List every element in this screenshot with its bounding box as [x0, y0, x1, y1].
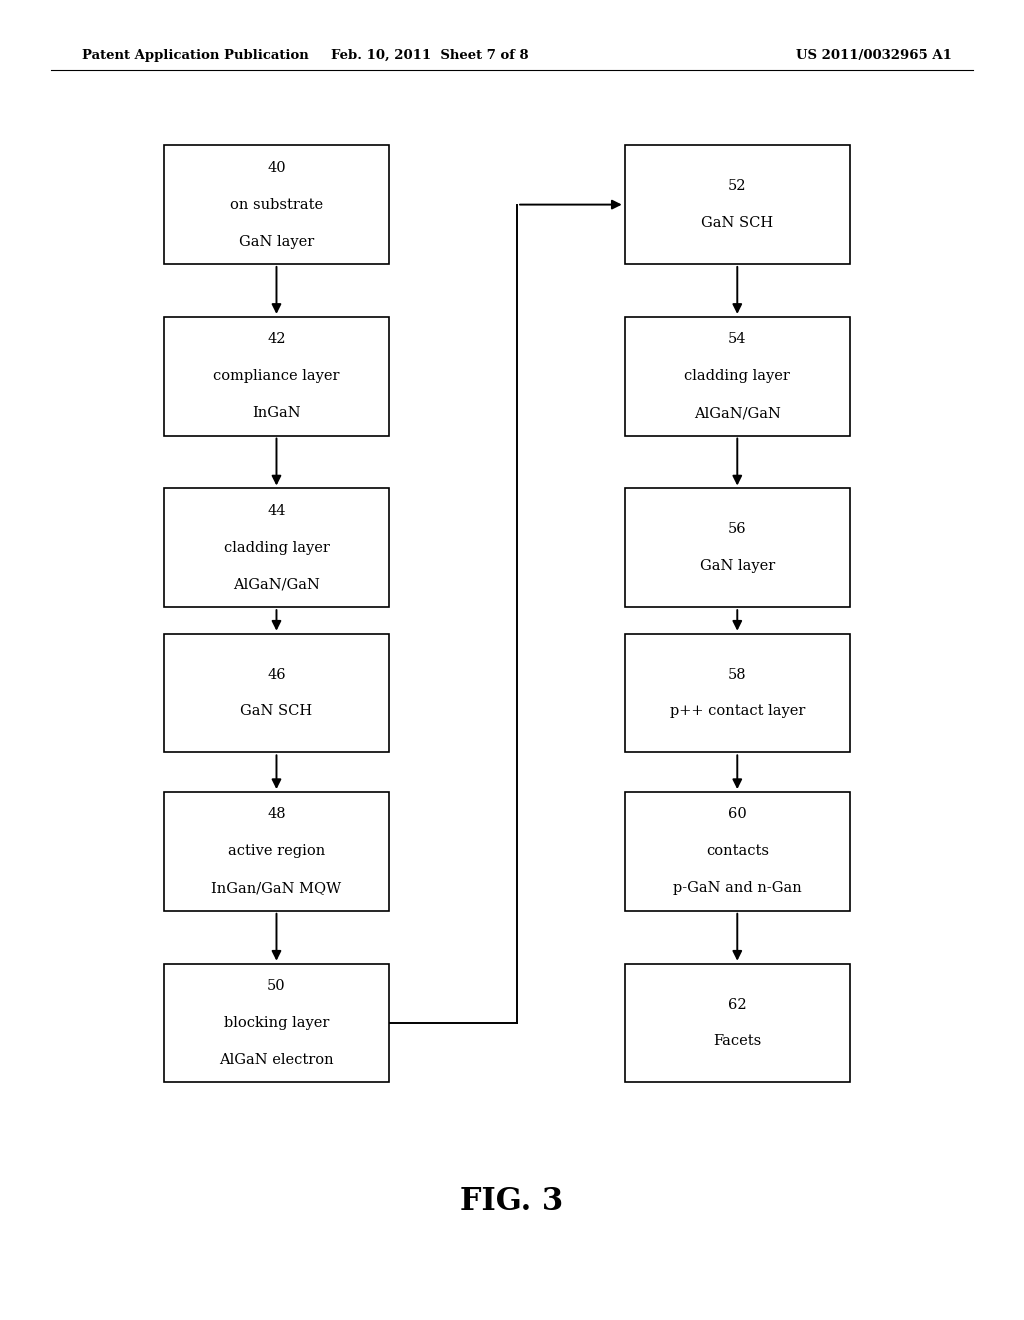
Text: 50: 50	[267, 979, 286, 993]
FancyBboxPatch shape	[625, 488, 850, 607]
Text: p-GaN and n-Gan: p-GaN and n-Gan	[673, 882, 802, 895]
Text: AlGaN electron: AlGaN electron	[219, 1053, 334, 1067]
Text: 44: 44	[267, 504, 286, 517]
FancyBboxPatch shape	[164, 964, 389, 1082]
Text: active region: active region	[228, 845, 325, 858]
Text: 62: 62	[728, 998, 746, 1011]
Text: US 2011/0032965 A1: US 2011/0032965 A1	[797, 49, 952, 62]
Text: compliance layer: compliance layer	[213, 370, 340, 383]
Text: 46: 46	[267, 668, 286, 681]
Text: InGan/GaN MQW: InGan/GaN MQW	[211, 882, 342, 895]
Text: GaN SCH: GaN SCH	[241, 705, 312, 718]
FancyBboxPatch shape	[164, 634, 389, 752]
FancyBboxPatch shape	[164, 488, 389, 607]
FancyBboxPatch shape	[625, 792, 850, 911]
Text: GaN SCH: GaN SCH	[701, 216, 773, 230]
Text: contacts: contacts	[706, 845, 769, 858]
Text: AlGaN/GaN: AlGaN/GaN	[694, 407, 780, 420]
Text: 48: 48	[267, 808, 286, 821]
Text: 56: 56	[728, 523, 746, 536]
Text: 42: 42	[267, 333, 286, 346]
Text: Facets: Facets	[713, 1035, 762, 1048]
Text: FIG. 3: FIG. 3	[461, 1185, 563, 1217]
Text: Feb. 10, 2011  Sheet 7 of 8: Feb. 10, 2011 Sheet 7 of 8	[332, 49, 528, 62]
Text: AlGaN/GaN: AlGaN/GaN	[233, 578, 319, 591]
Text: GaN layer: GaN layer	[699, 560, 775, 573]
Text: p++ contact layer: p++ contact layer	[670, 705, 805, 718]
Text: 58: 58	[728, 668, 746, 681]
Text: cladding layer: cladding layer	[684, 370, 791, 383]
Text: GaN layer: GaN layer	[239, 235, 314, 248]
Text: cladding layer: cladding layer	[223, 541, 330, 554]
FancyBboxPatch shape	[625, 964, 850, 1082]
Text: InGaN: InGaN	[252, 407, 301, 420]
Text: blocking layer: blocking layer	[224, 1016, 329, 1030]
Text: Patent Application Publication: Patent Application Publication	[82, 49, 308, 62]
Text: 60: 60	[728, 808, 746, 821]
FancyBboxPatch shape	[625, 634, 850, 752]
Text: on substrate: on substrate	[230, 198, 323, 211]
FancyBboxPatch shape	[164, 145, 389, 264]
FancyBboxPatch shape	[164, 792, 389, 911]
FancyBboxPatch shape	[625, 317, 850, 436]
Text: 54: 54	[728, 333, 746, 346]
FancyBboxPatch shape	[164, 317, 389, 436]
Text: 40: 40	[267, 161, 286, 174]
Text: 52: 52	[728, 180, 746, 193]
FancyBboxPatch shape	[625, 145, 850, 264]
